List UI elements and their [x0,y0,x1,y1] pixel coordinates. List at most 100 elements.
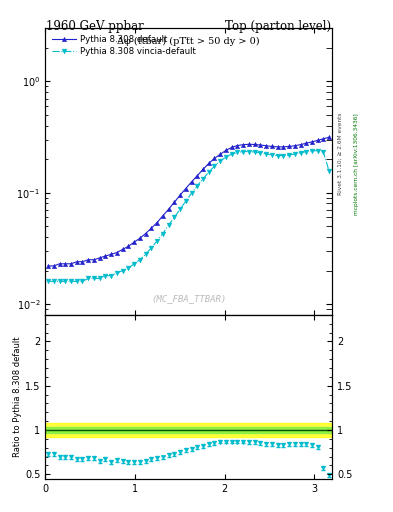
Pythia 8.308 vincia-default [310,147,314,154]
Pythia 8.308 default [270,143,274,150]
Pythia 8.308 default [109,251,114,258]
Pythia 8.308 default [189,179,194,185]
Pythia 8.308 default [149,225,154,231]
Pythia 8.308 vincia-default [155,238,160,244]
Pythia 8.308 vincia-default [184,198,188,204]
Text: Top (parton level): Top (parton level) [225,20,331,33]
Pythia 8.308 default [69,261,73,267]
Pythia 8.308 vincia-default [304,148,309,155]
Pythia 8.308 vincia-default [195,183,200,189]
Pythia 8.308 default [241,142,246,148]
Pythia 8.308 vincia-default [109,272,114,279]
Pythia 8.308 vincia-default [321,150,326,156]
Pythia 8.308 vincia-default [69,279,73,285]
Pythia 8.308 vincia-default [46,279,50,285]
Pythia 8.308 default [184,185,188,191]
Pythia 8.308 default [115,249,119,255]
Pythia 8.308 default [206,160,211,166]
Pythia 8.308 default [57,261,62,267]
Pythia 8.308 vincia-default [275,153,280,159]
Pythia 8.308 default [92,257,96,263]
Text: Δφ (tt̅bar) (pTt̅t > 50 dy > 0): Δφ (tt̅bar) (pTt̅t > 50 dy > 0) [118,37,260,46]
Pythia 8.308 default [224,147,228,154]
Pythia 8.308 vincia-default [258,150,263,156]
Pythia 8.308 default [298,142,303,148]
Pythia 8.308 default [218,151,222,157]
Pythia 8.308 vincia-default [86,275,90,282]
Pythia 8.308 default [80,259,85,265]
Pythia 8.308 vincia-default [74,279,79,285]
Pythia 8.308 vincia-default [200,176,205,182]
Pythia 8.308 default [252,141,257,147]
Pythia 8.308 vincia-default [172,215,176,221]
Pythia 8.308 vincia-default [264,151,268,157]
Pythia 8.308 default [327,134,332,140]
Legend: Pythia 8.308 default, Pythia 8.308 vincia-default: Pythia 8.308 default, Pythia 8.308 vinci… [50,32,198,58]
Pythia 8.308 vincia-default [298,150,303,156]
Pythia 8.308 vincia-default [241,148,246,155]
Pythia 8.308 default [264,143,268,149]
Pythia 8.308 vincia-default [224,154,228,160]
Pythia 8.308 default [103,253,108,259]
Pythia 8.308 vincia-default [57,279,62,285]
Pythia 8.308 default [166,206,171,212]
Pythia 8.308 default [310,139,314,145]
Pythia 8.308 vincia-default [235,150,240,156]
Pythia 8.308 vincia-default [230,151,234,157]
Pythia 8.308 default [212,155,217,161]
Pythia 8.308 vincia-default [218,158,222,164]
Pythia 8.308 vincia-default [189,190,194,196]
Pythia 8.308 vincia-default [92,275,96,282]
Pythia 8.308 vincia-default [252,149,257,155]
Pythia 8.308 vincia-default [115,270,119,276]
Pythia 8.308 vincia-default [51,279,56,285]
Pythia 8.308 vincia-default [327,168,332,175]
Pythia 8.308 default [97,255,102,261]
Pythia 8.308 vincia-default [143,251,148,258]
Pythia 8.308 default [160,213,165,219]
Pythia 8.308 vincia-default [270,152,274,158]
Pythia 8.308 vincia-default [138,257,142,263]
Pythia 8.308 default [195,173,200,179]
Pythia 8.308 default [235,142,240,148]
Pythia 8.308 default [46,263,50,269]
Pythia 8.308 default [86,257,90,263]
Pythia 8.308 default [143,230,148,237]
Pythia 8.308 vincia-default [246,148,251,155]
Pythia 8.308 vincia-default [97,275,102,282]
Text: 1960 GeV ppbar: 1960 GeV ppbar [46,20,144,33]
Pythia 8.308 vincia-default [166,222,171,228]
Pythia 8.308 default [51,263,56,269]
Pythia 8.308 default [304,140,309,146]
Pythia 8.308 default [178,192,182,198]
Pythia 8.308 default [155,220,160,226]
Line: Pythia 8.308 default: Pythia 8.308 default [46,135,331,268]
Pythia 8.308 vincia-default [206,169,211,175]
Pythia 8.308 default [292,143,297,149]
Pythia 8.308 default [172,199,176,205]
Pythia 8.308 default [74,259,79,265]
Pythia 8.308 vincia-default [315,147,320,154]
Pythia 8.308 default [200,166,205,173]
Pythia 8.308 vincia-default [80,279,85,285]
Pythia 8.308 vincia-default [287,152,292,158]
Pythia 8.308 vincia-default [126,265,131,271]
Pythia 8.308 default [275,144,280,150]
Text: mcplots.cern.ch [arXiv:1306.3436]: mcplots.cern.ch [arXiv:1306.3436] [354,113,359,215]
Pythia 8.308 default [287,143,292,150]
Pythia 8.308 default [315,137,320,143]
Pythia 8.308 vincia-default [63,279,68,285]
Pythia 8.308 vincia-default [281,153,286,159]
Text: Rivet 3.1.10; ≥ 2.6M events: Rivet 3.1.10; ≥ 2.6M events [338,112,343,195]
Pythia 8.308 default [321,136,326,142]
Pythia 8.308 vincia-default [160,230,165,237]
Pythia 8.308 default [120,246,125,252]
Pythia 8.308 default [230,144,234,151]
Pythia 8.308 default [63,261,68,267]
Pythia 8.308 vincia-default [120,267,125,273]
Pythia 8.308 vincia-default [212,163,217,169]
Pythia 8.308 vincia-default [132,261,136,267]
Pythia 8.308 vincia-default [178,206,182,212]
Pythia 8.308 vincia-default [103,272,108,279]
Text: (MC_FBA_TTBAR): (MC_FBA_TTBAR) [151,294,226,304]
